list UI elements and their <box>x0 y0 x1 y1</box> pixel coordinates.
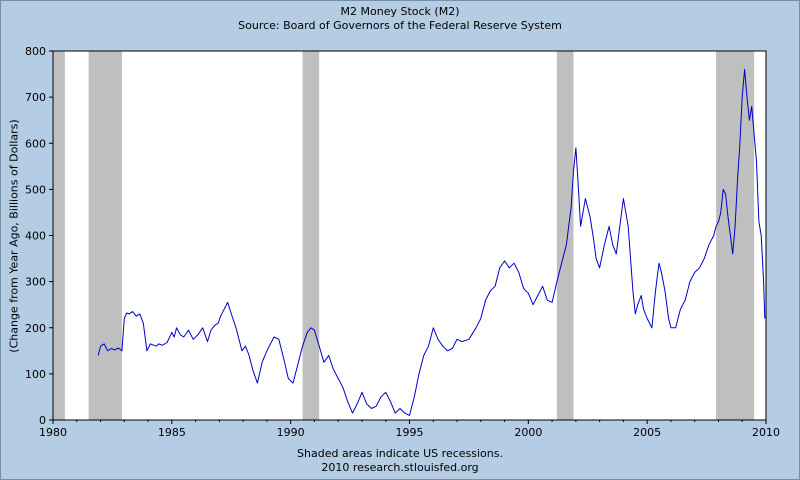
y-tick-label-0: 0 <box>39 414 46 427</box>
y-tick-label-200: 200 <box>25 322 46 335</box>
recession-band-1 <box>88 51 122 420</box>
recession-band-3 <box>556 51 574 420</box>
y-tick-label-100: 100 <box>25 368 46 381</box>
y-tick-label-800: 800 <box>25 45 46 58</box>
chart-footnote: Shaded areas indicate US recessions. <box>297 447 503 460</box>
y-axis: 0 100 200 300 400 500 600 700 800 <box>25 45 53 427</box>
plot-area <box>53 51 766 420</box>
recession-band-2 <box>302 51 320 420</box>
x-tick-label-1985: 1985 <box>158 426 186 439</box>
x-tick-label-1980: 1980 <box>39 426 67 439</box>
recession-band-0 <box>53 51 65 420</box>
y-tick-label-600: 600 <box>25 137 46 150</box>
x-tick-label-2005: 2005 <box>633 426 661 439</box>
x-tick-label-2000: 2000 <box>514 426 542 439</box>
chart-subtitle: Source: Board of Governors of the Federa… <box>238 19 562 32</box>
x-tick-label-1995: 1995 <box>396 426 424 439</box>
recession-bands <box>53 51 755 420</box>
y-tick-label-400: 400 <box>25 230 46 243</box>
y-tick-label-300: 300 <box>25 276 46 289</box>
series-line-0 <box>97 68 766 416</box>
chart-credit: 2010 research.stlouisfed.org <box>321 461 479 474</box>
x-tick-label-1990: 1990 <box>277 426 305 439</box>
y-tick-label-700: 700 <box>25 91 46 104</box>
y-tick-label-500: 500 <box>25 183 46 196</box>
recession-band-4 <box>716 51 755 420</box>
x-tick-label-2010: 2010 <box>752 426 780 439</box>
x-axis: 1980 1985 1990 1995 2000 2005 2010 <box>39 420 780 439</box>
series-layer <box>97 68 766 416</box>
chart-title: M2 Money Stock (M2) <box>340 5 460 18</box>
